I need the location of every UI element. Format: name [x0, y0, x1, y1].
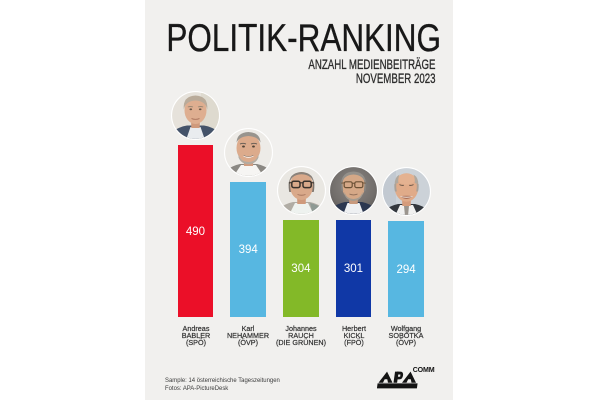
svg-text:COMM: COMM [413, 366, 435, 374]
